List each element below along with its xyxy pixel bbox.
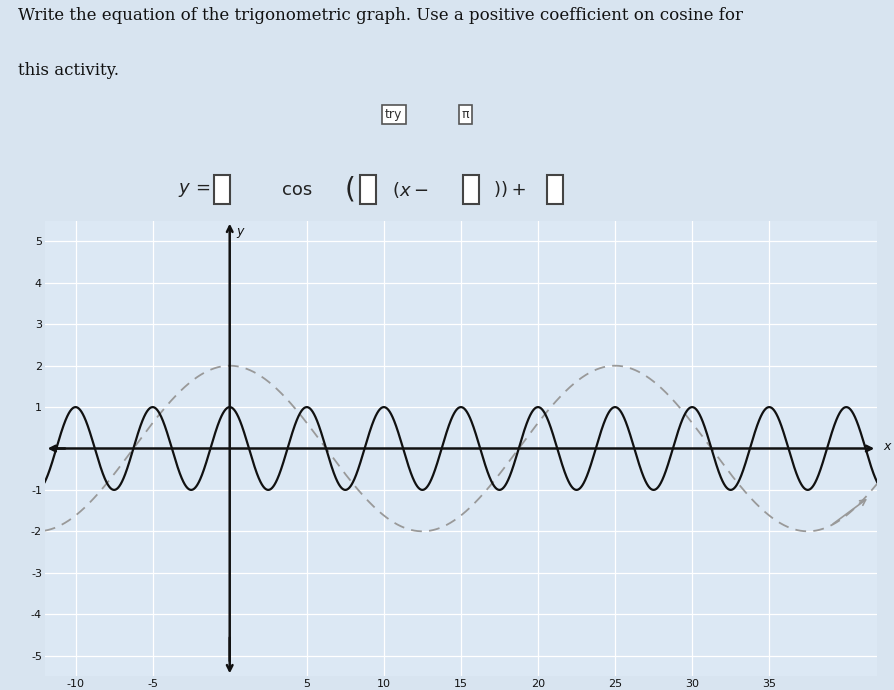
Text: $y\,=$: $y\,=$: [178, 181, 210, 199]
Text: Write the equation of the trigonometric graph. Use a positive coefficient on cos: Write the equation of the trigonometric …: [18, 7, 742, 23]
Text: cos: cos: [282, 181, 312, 199]
Text: try: try: [384, 108, 402, 121]
Text: this activity.: this activity.: [18, 62, 119, 79]
Text: (: (: [344, 176, 355, 204]
Text: )) +: )) +: [493, 181, 526, 199]
Text: $(x-$: $(x-$: [392, 180, 428, 200]
Text: y: y: [236, 225, 243, 238]
Text: x: x: [882, 440, 890, 453]
Text: π: π: [461, 108, 468, 121]
